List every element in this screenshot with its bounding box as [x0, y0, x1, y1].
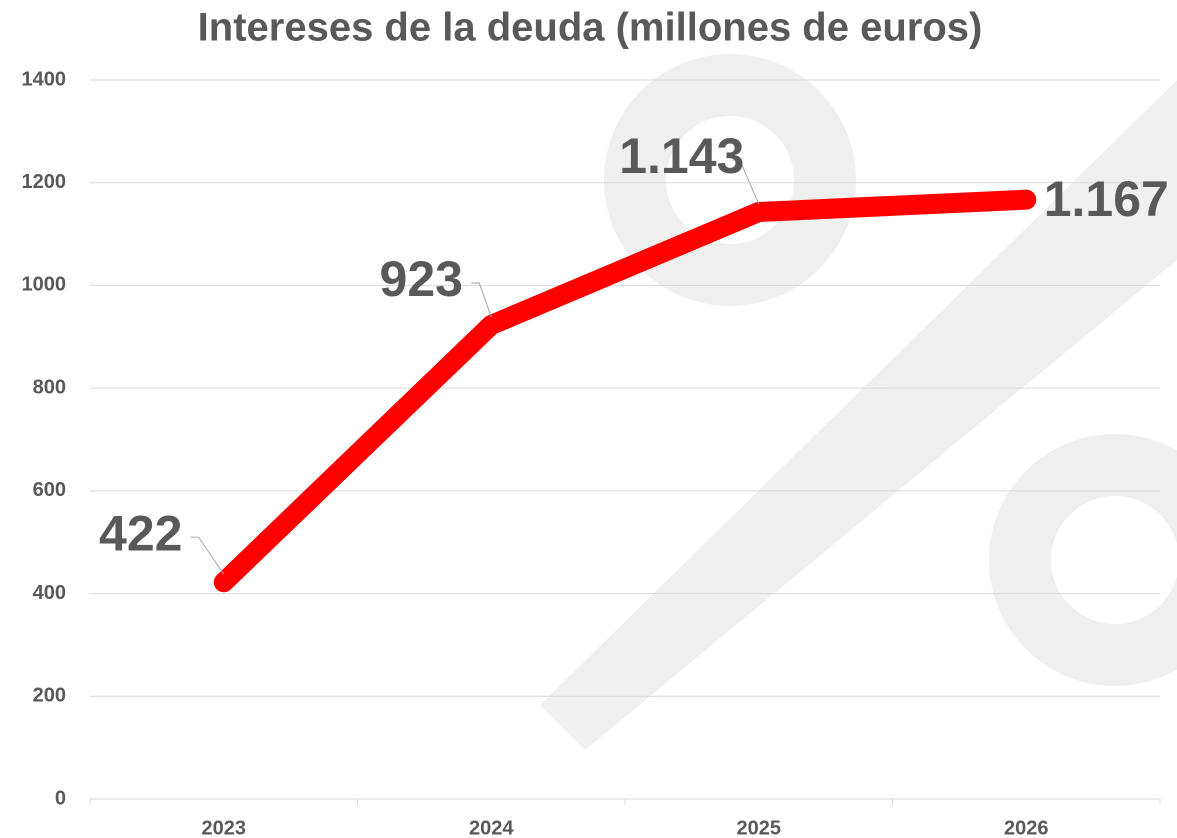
background-watermark	[540, 54, 1177, 750]
y-tick-label: 1000	[22, 274, 67, 296]
y-tick-label: 400	[33, 582, 66, 604]
leader-line	[471, 282, 492, 318]
y-tick-label: 0	[55, 787, 66, 809]
line	[213, 189, 1037, 593]
x-tick-label: 2026	[1004, 817, 1049, 838]
data-label: 923	[380, 251, 463, 307]
y-tick-label: 1400	[22, 68, 67, 90]
leader-line	[190, 536, 225, 575]
y-tick-label: 1200	[22, 171, 67, 193]
data-label: 1.143	[619, 128, 744, 184]
y-tick-label: 600	[33, 479, 66, 501]
chart-title: Intereses de la deuda (millones de euros…	[198, 6, 983, 50]
x-tick-label: 2023	[202, 817, 247, 838]
data-label: 1.167	[1044, 171, 1169, 227]
leader-line	[731, 159, 760, 205]
x-tick-label: 2024	[469, 817, 514, 838]
x-tick-label: 2025	[737, 817, 782, 838]
y-tick-label: 800	[33, 376, 66, 398]
data-label: 422	[99, 505, 182, 561]
y-tick-label: 200	[33, 685, 66, 707]
